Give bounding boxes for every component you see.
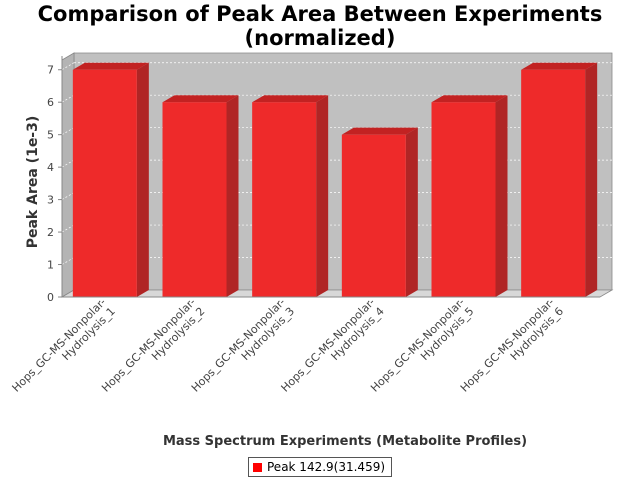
bar-top <box>431 95 508 103</box>
bar-front <box>431 102 496 298</box>
bar-side <box>495 95 508 298</box>
bar <box>341 127 418 297</box>
bar-top <box>162 95 239 103</box>
y-axis: 0 1 2 3 4 5 6 7 <box>47 56 63 304</box>
x-tick-label-line: Hops_GC-MS-Nonpolar- <box>10 296 109 395</box>
legend-swatch <box>253 462 262 472</box>
bar-side <box>226 95 239 298</box>
bar <box>431 95 508 298</box>
bar-front <box>341 134 406 297</box>
bar-front <box>72 69 137 298</box>
x-axis-label: Mass Spectrum Experiments (Metabolite Pr… <box>163 434 527 449</box>
legend: Peak 142.9(31.459) <box>248 457 393 477</box>
bar-side <box>585 62 598 297</box>
bar <box>252 95 329 298</box>
bar-side <box>136 62 149 297</box>
y-tick-label: 3 <box>47 194 54 207</box>
chart-title-line-1: Comparison of Peak Area Between Experime… <box>37 2 603 26</box>
bar-side <box>405 127 418 297</box>
y-tick-label: 5 <box>47 129 54 142</box>
bar-side <box>316 95 329 298</box>
bars <box>72 62 598 298</box>
bar-top <box>521 62 598 70</box>
bar <box>521 62 598 298</box>
x-axis: Hops_GC-MS-Nonpolar-Hydrolysis_1Hops_GC-… <box>10 296 600 395</box>
y-tick-label: 1 <box>47 259 54 272</box>
y-axis-label: Peak Area (1e-3) <box>25 116 41 249</box>
bar <box>72 62 149 298</box>
legend-label: Peak 142.9(31.459) <box>267 460 386 474</box>
bar-front <box>521 69 586 298</box>
chart-title: Comparison of Peak Area Between Experime… <box>0 2 640 50</box>
bar-top <box>252 95 329 103</box>
y-tick-label: 2 <box>47 226 54 239</box>
bar <box>162 95 239 298</box>
y-tick-label: 0 <box>47 291 54 304</box>
bar-top <box>72 62 149 70</box>
bar-top <box>341 127 418 135</box>
chart-title-line-2: (normalized) <box>244 26 396 50</box>
plot-left-wall <box>61 52 75 298</box>
y-tick-label: 6 <box>47 96 54 109</box>
bar-front <box>252 102 317 298</box>
bar-front <box>162 102 227 298</box>
y-tick-label: 4 <box>47 161 54 174</box>
y-tick-label: 7 <box>47 64 54 77</box>
